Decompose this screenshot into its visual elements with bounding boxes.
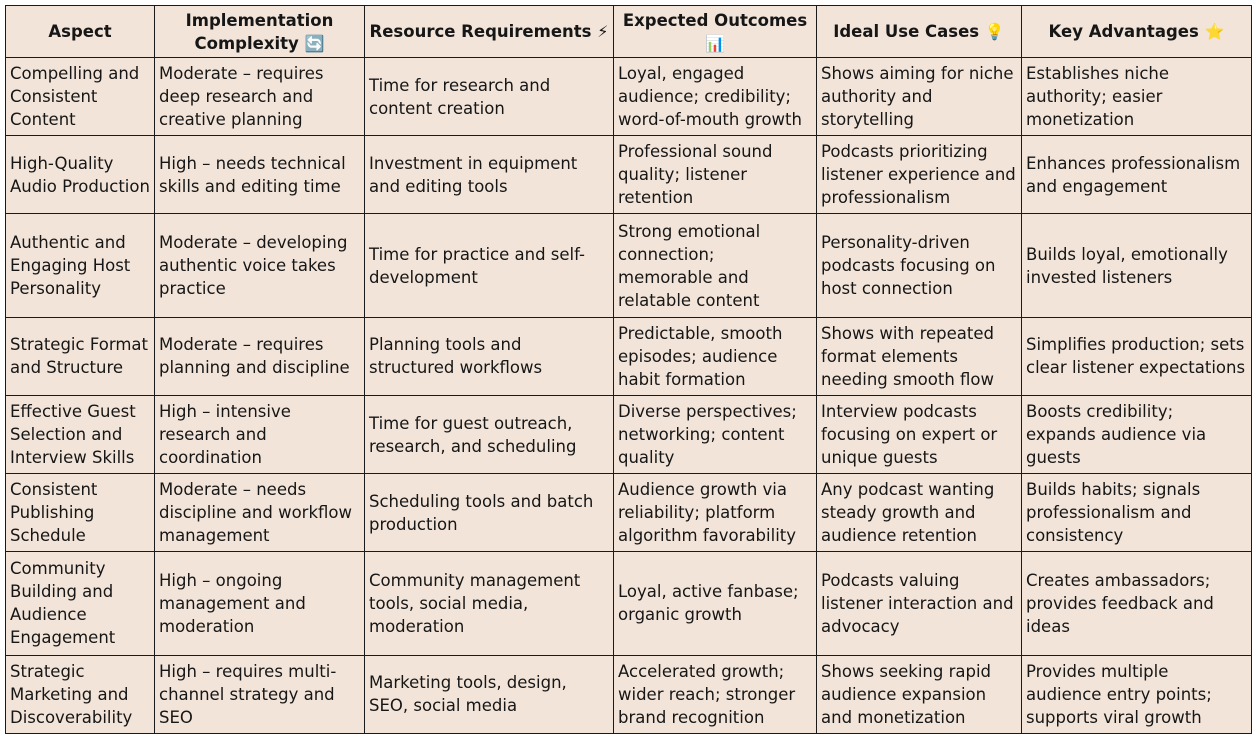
cell-use-cases: Shows with repeated format elements need… bbox=[816, 316, 1022, 396]
table-row: Community Building and Audience Engageme… bbox=[5, 551, 1252, 656]
cell-outcomes: Diverse perspectives; networking; conten… bbox=[613, 394, 817, 475]
lightbulb-icon: 💡 bbox=[984, 22, 1005, 41]
table-row: Authentic and Engaging Host Personality … bbox=[5, 213, 1252, 318]
cell-outcomes: Predictable, smooth episodes; audience h… bbox=[613, 316, 817, 396]
cell-advantages: Establishes niche authority; easier mone… bbox=[1021, 56, 1252, 137]
cell-outcomes: Audience growth via reliability; platfor… bbox=[613, 473, 817, 553]
cell-outcomes: Accelerated growth; wider reach; stronge… bbox=[613, 654, 817, 735]
cell-aspect: Authentic and Engaging Host Personality bbox=[5, 213, 155, 318]
cell-use-cases: Podcasts valuing listener interaction an… bbox=[816, 551, 1022, 656]
cell-resources: Investment in equipment and editing tool… bbox=[364, 135, 614, 215]
table-row: Compelling and Consistent Content Modera… bbox=[5, 56, 1252, 137]
cell-use-cases: Any podcast wanting steady growth and au… bbox=[816, 473, 1022, 553]
cell-resources: Time for practice and self-development bbox=[364, 213, 614, 318]
cell-complexity: Moderate – needs discipline and workflow… bbox=[154, 473, 365, 553]
cell-aspect: Compelling and Consistent Content bbox=[5, 56, 155, 137]
table-row: Effective Guest Selection and Interview … bbox=[5, 394, 1252, 475]
cell-advantages: Boosts credibility; expands audience via… bbox=[1021, 394, 1252, 475]
bar-chart-icon: 📊 bbox=[705, 33, 725, 53]
cell-resources: Time for guest outreach, research, and s… bbox=[364, 394, 614, 475]
cell-use-cases: Shows seeking rapid audience expansion a… bbox=[816, 654, 1022, 735]
cell-outcomes: Professional sound quality; listener ret… bbox=[613, 135, 817, 215]
cell-complexity: Moderate – requires deep research and cr… bbox=[154, 56, 365, 137]
cell-complexity: High – intensive research and coordinati… bbox=[154, 394, 365, 475]
refresh-icon: 🔄 bbox=[304, 33, 325, 53]
table-row: Consistent Publishing Schedule Moderate … bbox=[5, 473, 1252, 553]
cell-aspect: Consistent Publishing Schedule bbox=[5, 473, 155, 553]
cell-advantages: Creates ambassadors; provides feedback a… bbox=[1021, 551, 1252, 656]
cell-aspect: Strategic Marketing and Discoverability bbox=[5, 654, 155, 735]
table-row: High-Quality Audio Production High – nee… bbox=[5, 135, 1252, 215]
cell-advantages: Builds habits; signals professionalism a… bbox=[1021, 473, 1252, 553]
cell-use-cases: Podcasts prioritizing listener experienc… bbox=[816, 135, 1022, 215]
table-container: Aspect Implementation Complexity 🔄 Resou… bbox=[5, 5, 1252, 735]
cell-complexity: High – needs technical skills and editin… bbox=[154, 135, 365, 215]
cell-aspect: Strategic Format and Structure bbox=[5, 316, 155, 396]
cell-resources: Marketing tools, design, SEO, social med… bbox=[364, 654, 614, 735]
cell-outcomes: Strong emotional connection; memorable a… bbox=[613, 213, 817, 318]
table-row: Strategic Marketing and Discoverability … bbox=[5, 654, 1252, 735]
header-implementation-complexity: Implementation Complexity 🔄 bbox=[154, 5, 365, 58]
cell-advantages: Enhances professionalism and engagement bbox=[1021, 135, 1252, 215]
cell-complexity: Moderate – developing authentic voice ta… bbox=[154, 213, 365, 318]
cell-resources: Community management tools, social media… bbox=[364, 551, 614, 656]
cell-outcomes: Loyal, active fanbase; organic growth bbox=[613, 551, 817, 656]
cell-aspect: Effective Guest Selection and Interview … bbox=[5, 394, 155, 475]
cell-complexity: High – ongoing management and moderation bbox=[154, 551, 365, 656]
cell-advantages: Simplifies production; sets clear listen… bbox=[1021, 316, 1252, 396]
cell-resources: Time for research and content creation bbox=[364, 56, 614, 137]
cell-advantages: Builds loyal, emotionally invested liste… bbox=[1021, 213, 1252, 318]
lightning-icon: ⚡ bbox=[597, 22, 609, 41]
cell-aspect: High-Quality Audio Production bbox=[5, 135, 155, 215]
star-icon: ⭐ bbox=[1204, 22, 1225, 41]
cell-resources: Scheduling tools and batch production bbox=[364, 473, 614, 553]
cell-outcomes: Loyal, engaged audience; credibility; wo… bbox=[613, 56, 817, 137]
cell-use-cases: Interview podcasts focusing on expert or… bbox=[816, 394, 1022, 475]
cell-use-cases: Personality-driven podcasts focusing on … bbox=[816, 213, 1022, 318]
header-key-advantages: Key Advantages ⭐ bbox=[1021, 5, 1252, 58]
cell-use-cases: Shows aiming for niche authority and sto… bbox=[816, 56, 1022, 137]
header-aspect: Aspect bbox=[5, 5, 155, 58]
cell-complexity: High – requires multi-channel strategy a… bbox=[154, 654, 365, 735]
cell-complexity: Moderate – requires planning and discipl… bbox=[154, 316, 365, 396]
cell-aspect: Community Building and Audience Engageme… bbox=[5, 551, 155, 656]
comparison-table: Aspect Implementation Complexity 🔄 Resou… bbox=[5, 5, 1252, 735]
header-ideal-use-cases: Ideal Use Cases 💡 bbox=[816, 5, 1022, 58]
header-expected-outcomes: Expected Outcomes 📊 bbox=[613, 5, 817, 58]
header-resource-requirements: Resource Requirements ⚡ bbox=[364, 5, 614, 58]
table-row: Strategic Format and Structure Moderate … bbox=[5, 316, 1252, 396]
cell-resources: Planning tools and structured workflows bbox=[364, 316, 614, 396]
cell-advantages: Provides multiple audience entry points;… bbox=[1021, 654, 1252, 735]
header-row: Aspect Implementation Complexity 🔄 Resou… bbox=[5, 5, 1252, 58]
